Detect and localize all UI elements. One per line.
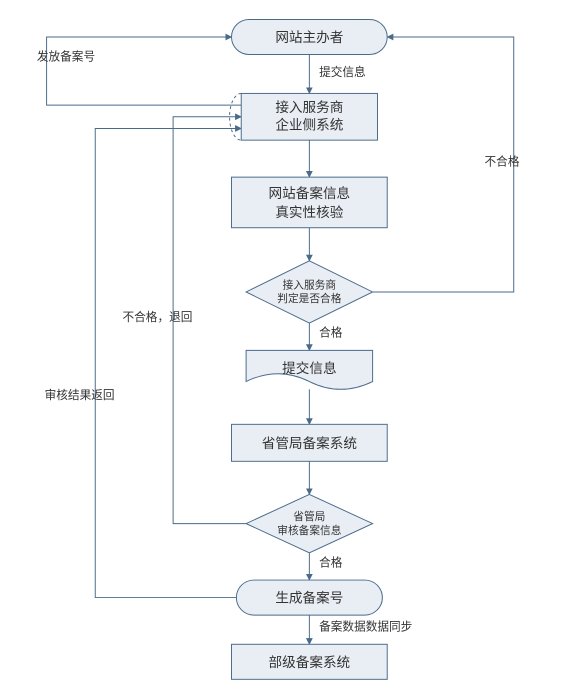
node-ministry-system: 部级备案系统 — [231, 644, 387, 679]
edge-n2-n1-issue — [47, 37, 242, 105]
node-submit-info: 提交信息 — [246, 350, 373, 389]
node-label-l1: 接入服务商 — [275, 99, 343, 115]
node-label: 省管局备案系统 — [262, 435, 358, 451]
node-website-sponsor: 网站主办者 — [231, 19, 387, 54]
node-provincial-system: 省管局备案系统 — [231, 424, 387, 461]
node-verify-info: 网站备案信息 真实性核验 — [231, 177, 387, 228]
node-label-l2: 审核备案信息 — [277, 524, 341, 537]
node-label: 网站主办者 — [275, 30, 343, 45]
node-label-l1: 接入服务商 — [283, 279, 337, 292]
node-label: 提交信息 — [282, 360, 336, 376]
edge-label-pass2: 合格 — [319, 555, 343, 569]
edge-label-fail1: 不合格 — [485, 154, 520, 168]
node-provincial-decision: 省管局 审核备案信息 — [246, 494, 373, 552]
node-isp-decision: 接入服务商 判定是否合格 — [246, 261, 373, 323]
node-isp-system: 接入服务商 企业侧系统 — [230, 93, 378, 140]
node-generate-number: 生成备案号 — [236, 580, 382, 615]
edge-label-return: 审核结果返回 — [45, 388, 115, 402]
edge-label-sync: 备案数据数据同步 — [319, 620, 412, 634]
edge-label-issue: 发放备案号 — [37, 49, 95, 63]
node-label: 生成备案号 — [275, 590, 343, 606]
edge-label-submit-info: 提交信息 — [319, 65, 366, 79]
node-label-l2: 真实性核验 — [275, 205, 343, 220]
node-label-l2: 企业侧系统 — [275, 117, 343, 133]
edge-label-fail2: 不合格，退回 — [122, 310, 192, 324]
node-label: 部级备案系统 — [269, 654, 351, 670]
node-label-l2: 判定是否合格 — [277, 292, 341, 305]
edge-label-pass1: 合格 — [319, 326, 343, 340]
node-label-l1: 省管局 — [293, 510, 325, 523]
node-label-l1: 网站备案信息 — [269, 185, 351, 201]
edge-n8-n2-return — [95, 128, 241, 597]
